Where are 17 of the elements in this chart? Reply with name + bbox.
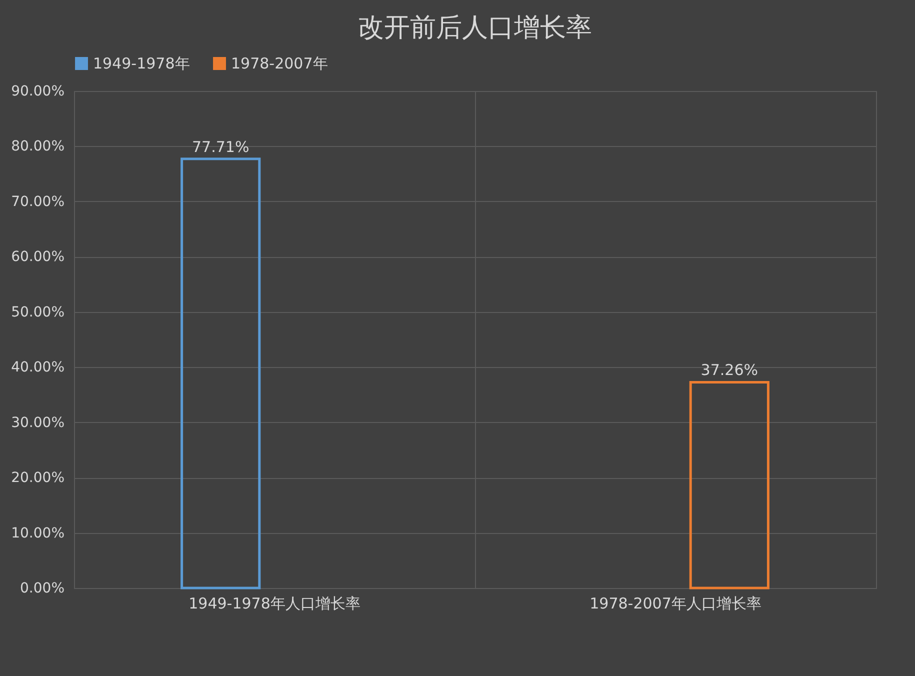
chart-title: 改开前后人口增长率	[358, 13, 592, 43]
y-tick-label: 30.00%	[11, 414, 64, 431]
x-tick-label: 1949-1978年人口增长率	[188, 594, 360, 612]
y-tick-label: 50.00%	[11, 304, 64, 320]
y-tick-label: 0.00%	[20, 580, 64, 596]
x-tick-label: 1978-2007年人口增长率	[590, 594, 762, 612]
y-tick-label: 40.00%	[11, 360, 64, 376]
data-label: 77.71%	[192, 138, 250, 156]
y-tick-label: 70.00%	[11, 194, 64, 210]
y-tick-label: 90.00%	[11, 84, 64, 100]
legend-label: 1978-2007年	[231, 54, 328, 73]
y-tick-label: 80.00%	[11, 138, 64, 155]
y-tick-label: 10.00%	[11, 525, 64, 542]
y-tick-label: 60.00%	[11, 249, 64, 266]
y-tick-label: 20.00%	[11, 470, 64, 486]
legend-label: 1949-1978年	[93, 54, 190, 73]
data-label: 37.26%	[700, 361, 758, 380]
